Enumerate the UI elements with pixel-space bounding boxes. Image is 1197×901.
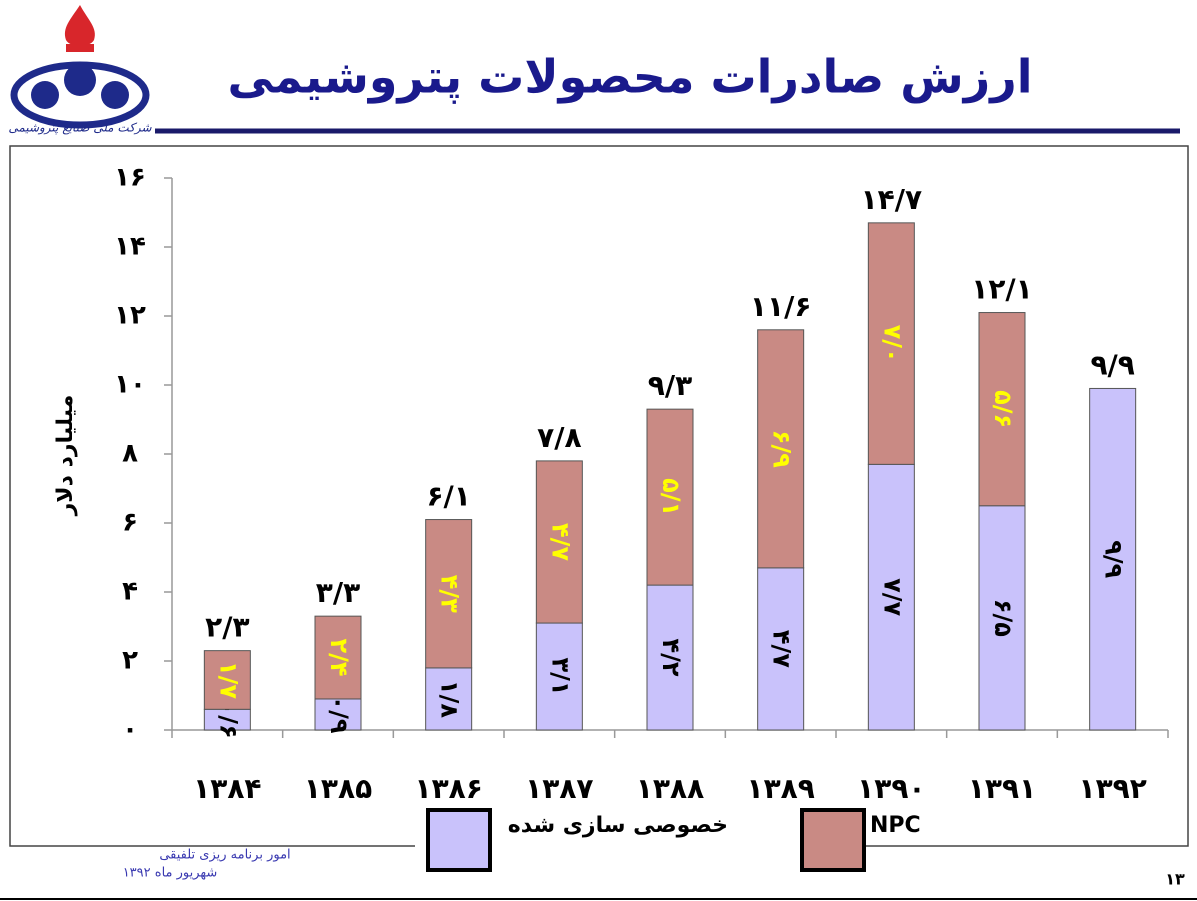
bar-segment [978, 505, 1026, 731]
total-label: ۱۴/۷ [861, 183, 923, 216]
bar-segment [203, 650, 251, 710]
bar-value-label: ۲/۴ [325, 639, 353, 677]
legend-swatch [800, 808, 866, 872]
bar-value-label: ۶/۹ [768, 430, 796, 468]
legend-swatch [426, 808, 492, 872]
bar-segment [757, 329, 805, 569]
bar-value-label: ۴/۷ [546, 523, 574, 561]
x-tick-label: ۱۳۸۵ [304, 772, 372, 805]
bar-value-label: ۵/۶ [989, 390, 1017, 428]
bar-segment [867, 222, 915, 465]
page-number: ۱۳ [1165, 870, 1185, 889]
bar-segment [646, 584, 694, 731]
bar-value-label: ۴/۷ [768, 630, 796, 668]
bar-value-label: ۰/۹ [325, 695, 353, 733]
bar-value-label: ۱/۸ [436, 680, 464, 718]
x-tick-label: ۱۳۹۱ [968, 772, 1036, 805]
bar-value-label: ۷/۷ [878, 578, 906, 616]
bar-segment [425, 519, 473, 669]
bar-value-label: ۶/۵ [989, 599, 1017, 637]
bar-segment [1089, 387, 1137, 731]
bar-value-label: ۹/۹ [1100, 540, 1128, 578]
total-label: ۲/۳ [205, 611, 249, 644]
logo: شرکت ملی صنایع پتروشیمی [8, 5, 153, 135]
y-tick-label: ۴ [122, 577, 138, 607]
bar-segment [978, 312, 1026, 507]
legend-label: NPC [870, 813, 921, 838]
bar-value-label: ۱/۷ [214, 661, 242, 699]
bar-value-label: ۷/۰ [878, 325, 906, 363]
bar-segment [314, 698, 362, 731]
bar-segment [425, 667, 473, 731]
x-tick-label: ۱۳۹۰ [857, 772, 925, 805]
footer-date: شهریور ماه ۱۳۹۲ [123, 866, 218, 881]
x-tick-label: ۱۳۹۲ [1078, 772, 1146, 805]
bar-segment [646, 408, 694, 586]
y-tick-label: ۲ [122, 646, 138, 676]
y-tick-label: ۱۰ [114, 370, 146, 400]
total-label: ۱۲/۱ [971, 273, 1033, 306]
legend-label: خصوصی سازی شده [508, 813, 728, 838]
y-tick-label: ۱۴ [114, 232, 146, 262]
y-tick-label: ۱۲ [114, 301, 146, 331]
x-tick-label: ۱۳۸۷ [525, 772, 593, 805]
bar-segment [757, 567, 805, 731]
y-tick-label: ۸ [122, 439, 138, 469]
total-label: ۹/۳ [648, 369, 692, 402]
bar-segment [867, 463, 915, 731]
x-tick-label: ۱۳۸۶ [414, 772, 482, 805]
y-tick-label: ۰ [122, 715, 138, 745]
bar-value-label: ۴/۲ [657, 639, 685, 677]
y-axis-label: میلیارد دلار [53, 395, 78, 517]
x-tick-label: ۱۳۸۴ [193, 772, 261, 805]
y-tick-label: ۱۶ [114, 163, 146, 193]
chart-title: ارزش صادرات محصولات پتروشیمی [228, 50, 1033, 105]
bar-segment [535, 460, 583, 624]
bar-segment [314, 615, 362, 700]
logo-text: شرکت ملی صنایع پتروشیمی [8, 121, 152, 135]
footer-department: امور برنامه ریزی تلفیقی [159, 848, 290, 863]
y-tick-label: ۶ [122, 508, 138, 538]
bar-value-label: ۵/۱ [657, 478, 685, 516]
x-tick-label: ۱۳۸۹ [746, 772, 814, 805]
bar-value-label: ۴/۳ [436, 575, 464, 613]
x-tick-label: ۱۳۸۸ [636, 772, 704, 805]
total-label: ۹/۹ [1090, 348, 1134, 381]
total-label: ۱۱/۶ [750, 290, 812, 323]
total-label: ۳/۳ [316, 576, 360, 609]
bar-value-label: ۳/۱ [546, 657, 574, 695]
total-label: ۷/۸ [537, 421, 581, 454]
total-label: ۶/۱ [426, 480, 470, 513]
